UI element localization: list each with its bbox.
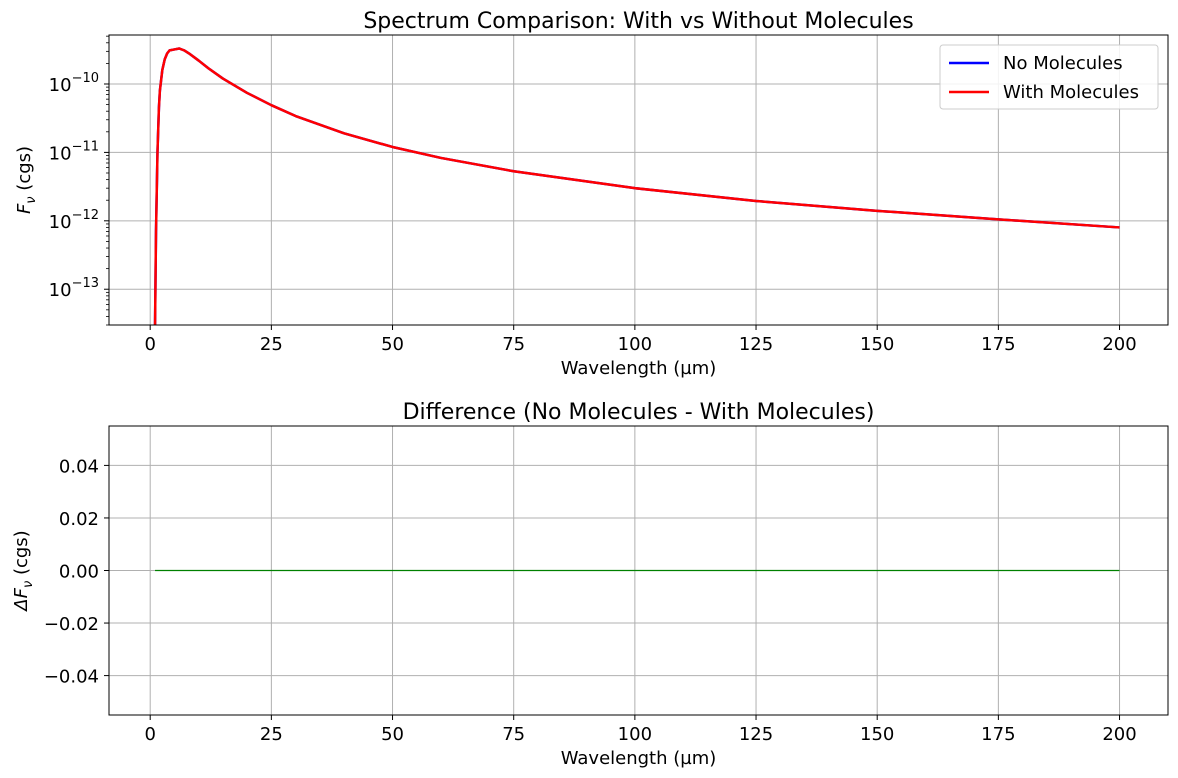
y-tick-label: 10−11 bbox=[49, 139, 99, 164]
x-tick-label: 150 bbox=[860, 334, 894, 355]
x-tick-label: 0 bbox=[144, 724, 155, 745]
y-axis-label-base: ΔF bbox=[11, 587, 32, 612]
y-tick-label: −0.04 bbox=[44, 667, 99, 688]
x-tick-label: 175 bbox=[981, 334, 1015, 355]
y-axis-label: ΔFν (cgs) bbox=[11, 530, 36, 612]
y-tick-label: 0.02 bbox=[59, 509, 99, 530]
difference-chart: 0 25 50 75 100 125 150 175 200 0.04 0.02 0.00 −0.02… bbox=[11, 400, 1169, 769]
x-tick-label: 200 bbox=[1102, 724, 1136, 745]
x-tick-label: 125 bbox=[739, 724, 773, 745]
legend-box bbox=[939, 44, 1159, 110]
y-axis-label-unit: (cgs) bbox=[14, 146, 35, 196]
x-tick-label: 25 bbox=[260, 724, 283, 745]
y-axis-label: Fν (cgs) bbox=[14, 146, 39, 214]
x-tick-label: 125 bbox=[739, 334, 773, 355]
x-axis-label: Wavelength (µm) bbox=[561, 748, 717, 769]
x-tick-label: 175 bbox=[981, 724, 1015, 745]
x-tick-label: 100 bbox=[618, 724, 652, 745]
x-tick-label: 50 bbox=[381, 724, 404, 745]
y-tick-label: 10−12 bbox=[49, 208, 99, 233]
y-tick-label: 10−13 bbox=[49, 276, 99, 301]
y-tick-label: −0.02 bbox=[44, 614, 99, 635]
x-axis-label: Wavelength (µm) bbox=[561, 358, 717, 379]
chart-title: Spectrum Comparison: With vs Without Mol… bbox=[363, 9, 913, 34]
legend-label: No Molecules bbox=[1003, 53, 1123, 74]
y-axis-label-sub: ν bbox=[24, 196, 39, 203]
x-tick-label: 100 bbox=[618, 334, 652, 355]
x-tick-label: 50 bbox=[381, 334, 404, 355]
y-axis-label-base: F bbox=[14, 203, 35, 214]
y-tick-label: 0.00 bbox=[59, 562, 99, 583]
x-tick-label: 0 bbox=[144, 334, 155, 355]
x-tick-label: 75 bbox=[502, 334, 525, 355]
y-axis-label-unit: (cgs) bbox=[11, 530, 32, 580]
series-line-with-molecules bbox=[153, 47, 1120, 326]
y-axis-label-sub: ν bbox=[21, 581, 36, 588]
x-tick-label: 75 bbox=[502, 724, 525, 745]
y-tick-label: 0.04 bbox=[59, 456, 99, 477]
y-tick-label: 10−10 bbox=[49, 71, 99, 96]
x-tick-label: 200 bbox=[1102, 334, 1136, 355]
x-tick-label: 150 bbox=[860, 724, 894, 745]
legend-label: With Molecules bbox=[1003, 82, 1139, 103]
chart-title: Difference (No Molecules - With Molecule… bbox=[403, 400, 875, 425]
spectrum-chart: No Molecules With Molecules 0 25 50 75 100 125… bbox=[14, 9, 1169, 379]
x-tick-label: 25 bbox=[260, 334, 283, 355]
